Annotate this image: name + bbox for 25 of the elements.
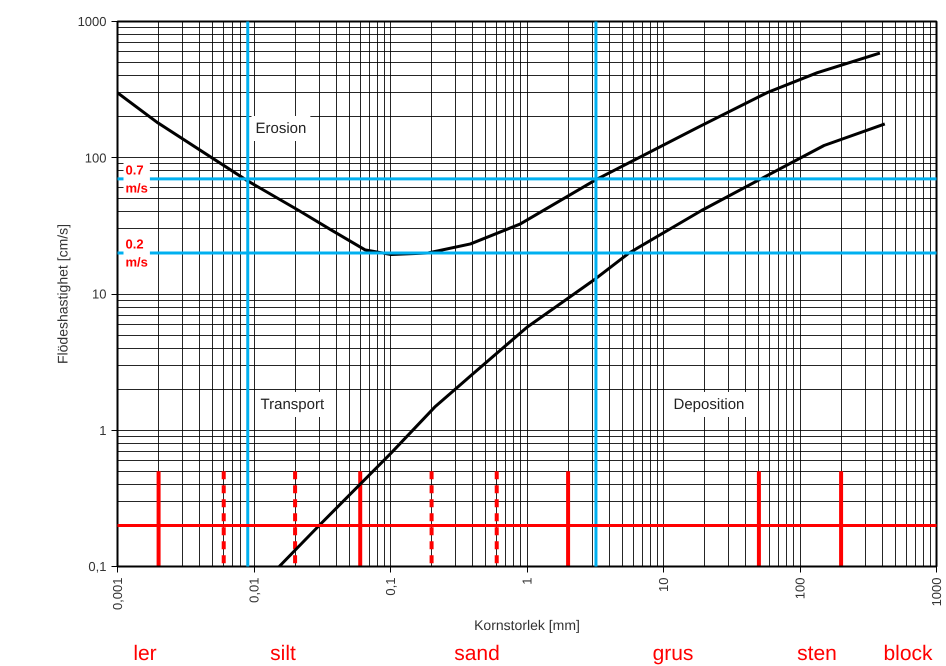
annotation: Erosion — [256, 120, 306, 137]
x-tick-label: 0,001 — [110, 577, 125, 610]
text: ler — [133, 641, 157, 666]
x-tick-label: 1000 — [929, 578, 944, 606]
text: sand — [454, 641, 500, 666]
y-tick-label: 1 — [99, 422, 107, 438]
x-tick-label: 0,01 — [246, 577, 262, 603]
x-tick-label: 100 — [792, 577, 808, 600]
x-tick-label: 0,1 — [383, 577, 398, 596]
annotation: Transport — [260, 396, 325, 413]
x-tick-label: 1 — [520, 577, 534, 585]
x-tick-label: 10 — [656, 577, 671, 592]
ref-line-label: 0.2 m/s — [126, 236, 148, 270]
text: sten — [797, 641, 837, 666]
text: silt — [270, 641, 296, 666]
text: grus — [652, 641, 694, 666]
y-tick-label: 0,1 — [88, 559, 107, 574]
y-tick-label: 1000 — [78, 14, 106, 29]
annotation: Deposition — [674, 396, 744, 413]
x-axis-title: Kornstorlek [mm] — [474, 617, 580, 634]
y-tick-label: 100 — [84, 150, 107, 166]
y-axis-title: Flödeshastighet [cm/s] — [54, 224, 71, 364]
y-tick-label: 10 — [92, 286, 107, 302]
ref-line-label: 0.7 m/s — [126, 162, 148, 196]
text: block — [883, 641, 933, 666]
